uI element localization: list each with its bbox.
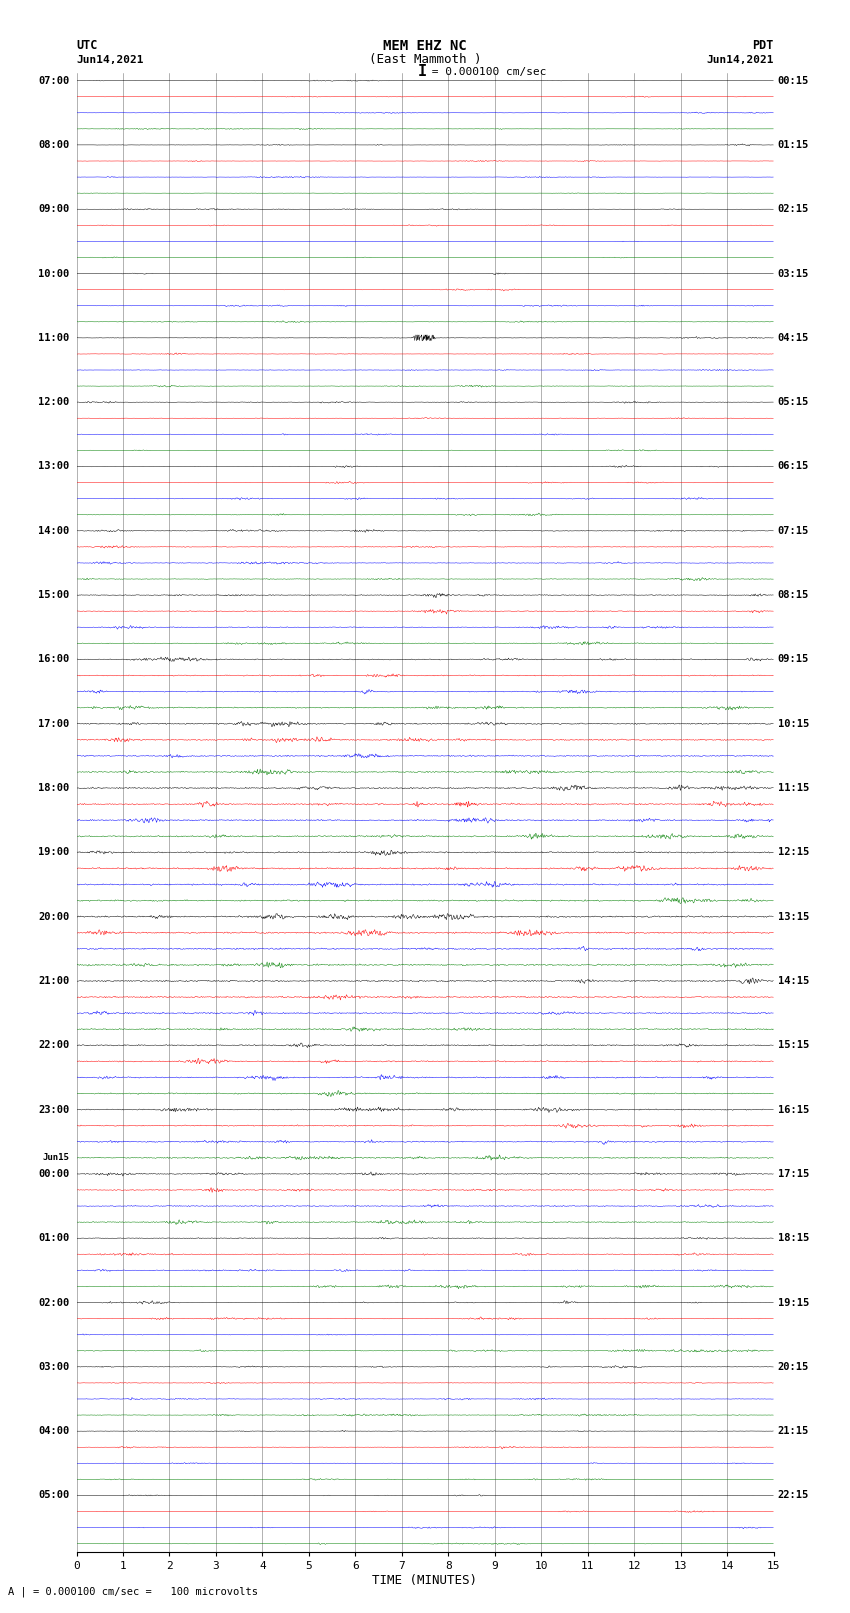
Text: 21:15: 21:15 <box>778 1426 809 1436</box>
Text: Jun15: Jun15 <box>42 1153 70 1163</box>
Text: 01:00: 01:00 <box>38 1234 70 1244</box>
Text: 02:15: 02:15 <box>778 205 809 215</box>
Text: 08:00: 08:00 <box>38 140 70 150</box>
Text: 17:00: 17:00 <box>38 719 70 729</box>
X-axis label: TIME (MINUTES): TIME (MINUTES) <box>372 1574 478 1587</box>
Text: 00:00: 00:00 <box>38 1169 70 1179</box>
Text: UTC: UTC <box>76 39 98 53</box>
Text: 00:15: 00:15 <box>778 76 809 85</box>
Text: 19:00: 19:00 <box>38 847 70 858</box>
Text: (East Mammoth ): (East Mammoth ) <box>369 53 481 66</box>
Text: 13:15: 13:15 <box>778 911 809 921</box>
Text: 04:15: 04:15 <box>778 332 809 344</box>
Text: 13:00: 13:00 <box>38 461 70 471</box>
Text: 16:00: 16:00 <box>38 655 70 665</box>
Text: 08:15: 08:15 <box>778 590 809 600</box>
Text: = 0.000100 cm/sec: = 0.000100 cm/sec <box>425 66 547 77</box>
Text: 19:15: 19:15 <box>778 1297 809 1308</box>
Text: 22:15: 22:15 <box>778 1490 809 1500</box>
Text: 03:15: 03:15 <box>778 268 809 279</box>
Text: 12:00: 12:00 <box>38 397 70 406</box>
Text: 17:15: 17:15 <box>778 1169 809 1179</box>
Text: 05:00: 05:00 <box>38 1490 70 1500</box>
Text: 18:00: 18:00 <box>38 782 70 794</box>
Text: 15:15: 15:15 <box>778 1040 809 1050</box>
Text: I: I <box>418 65 427 79</box>
Text: 02:00: 02:00 <box>38 1297 70 1308</box>
Text: 10:15: 10:15 <box>778 719 809 729</box>
Text: 01:15: 01:15 <box>778 140 809 150</box>
Text: 18:15: 18:15 <box>778 1234 809 1244</box>
Text: 09:15: 09:15 <box>778 655 809 665</box>
Text: 12:15: 12:15 <box>778 847 809 858</box>
Text: 22:00: 22:00 <box>38 1040 70 1050</box>
Text: 11:00: 11:00 <box>38 332 70 344</box>
Text: Jun14,2021: Jun14,2021 <box>76 55 144 65</box>
Text: 10:00: 10:00 <box>38 268 70 279</box>
Text: Jun14,2021: Jun14,2021 <box>706 55 774 65</box>
Text: 03:00: 03:00 <box>38 1361 70 1371</box>
Text: 04:00: 04:00 <box>38 1426 70 1436</box>
Text: 07:15: 07:15 <box>778 526 809 536</box>
Text: 23:00: 23:00 <box>38 1105 70 1115</box>
Text: 14:15: 14:15 <box>778 976 809 986</box>
Text: PDT: PDT <box>752 39 774 53</box>
Text: 16:15: 16:15 <box>778 1105 809 1115</box>
Text: 15:00: 15:00 <box>38 590 70 600</box>
Text: 06:15: 06:15 <box>778 461 809 471</box>
Text: 14:00: 14:00 <box>38 526 70 536</box>
Text: 20:15: 20:15 <box>778 1361 809 1371</box>
Text: 07:00: 07:00 <box>38 76 70 85</box>
Text: 20:00: 20:00 <box>38 911 70 921</box>
Text: 09:00: 09:00 <box>38 205 70 215</box>
Text: 05:15: 05:15 <box>778 397 809 406</box>
Text: A | = 0.000100 cm/sec =   100 microvolts: A | = 0.000100 cm/sec = 100 microvolts <box>8 1587 258 1597</box>
Text: 11:15: 11:15 <box>778 782 809 794</box>
Text: 21:00: 21:00 <box>38 976 70 986</box>
Text: MEM EHZ NC: MEM EHZ NC <box>383 39 467 53</box>
